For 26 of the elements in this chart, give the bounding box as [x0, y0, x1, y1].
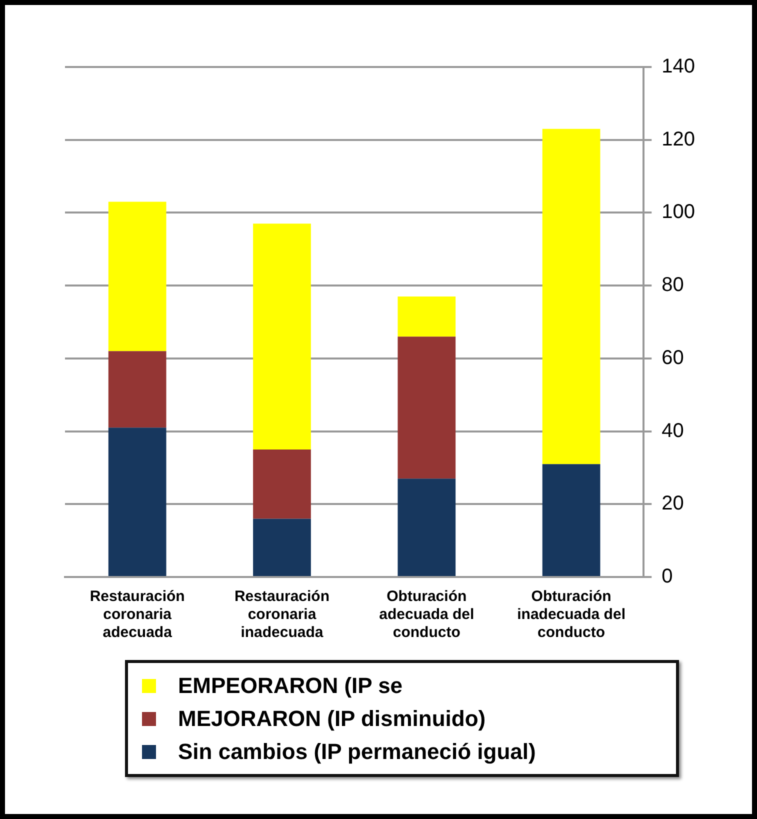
- bar: [108, 428, 166, 576]
- y-tick-label: 60: [662, 346, 684, 369]
- bar: [253, 450, 311, 519]
- bar: [542, 464, 600, 576]
- bar: [398, 296, 456, 337]
- bar: [542, 128, 600, 464]
- legend-label: Sin cambios (IP permaneció igual): [178, 738, 536, 766]
- x-tick-label: Restauración coronaria adecuada: [90, 588, 185, 642]
- x-tick-label: Obturación adecuada del conducto: [379, 588, 474, 642]
- y-tick-label: 40: [662, 420, 684, 442]
- legend-label: MEJORARON (IP disminuido): [178, 705, 486, 733]
- y-tick-label: 0: [662, 566, 673, 588]
- legend-label: EMPEORARON (IP se: [178, 672, 403, 700]
- y-tick-label: 140: [662, 56, 696, 78]
- bar: [253, 518, 311, 576]
- x-tick-label: Restauración coronaria inadecuada: [234, 588, 330, 642]
- bar: [398, 478, 456, 576]
- y-tick-label: 20: [662, 492, 684, 515]
- y-tick-label: 100: [662, 201, 696, 224]
- bar: [108, 351, 166, 428]
- bar: [398, 336, 456, 479]
- bar: [108, 202, 166, 352]
- bar: [253, 224, 311, 450]
- y-tick-label: 80: [662, 274, 684, 296]
- x-tick-label: Obturación inadecuada del conducto: [517, 588, 626, 642]
- y-tick-label: 120: [662, 128, 696, 150]
